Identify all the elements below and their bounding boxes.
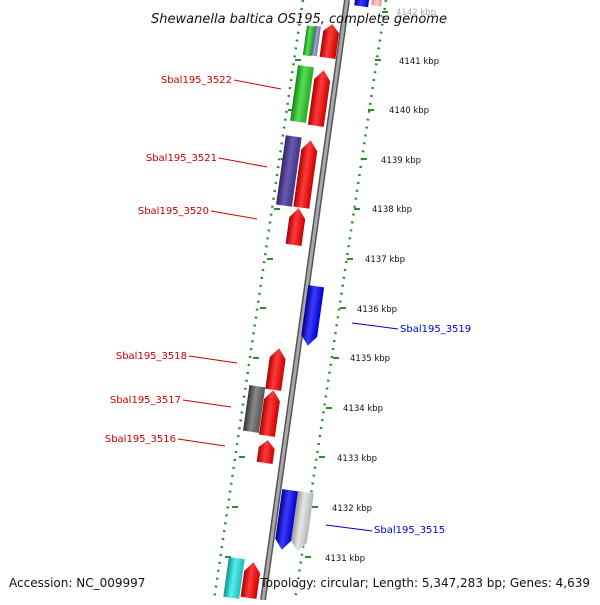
scale-label: 4132 kbp (332, 504, 372, 514)
gene-feature-sbal195-3518[interactable] (265, 347, 287, 391)
scale-label: 4140 kbp (389, 106, 429, 116)
scale-label: 4138 kbp (372, 205, 412, 215)
gene-label[interactable]: Sbal195_3520 (138, 206, 209, 217)
scale-label: 4139 kbp (381, 156, 421, 166)
accession-text: Accession: NC_009997 (9, 576, 145, 590)
gene-feature-sbal195-3517[interactable] (259, 389, 281, 437)
gene-feature[interactable] (354, 0, 370, 8)
scale-label: 4141 kbp (399, 57, 439, 67)
gene-feature-sbal195-3515[interactable] (274, 489, 299, 551)
gene-feature-sbal195-3520[interactable] (285, 207, 307, 246)
label-leader-lines (177, 79, 399, 532)
gene-feature[interactable] (240, 561, 262, 599)
scale-label: 4137 kbp (365, 255, 405, 265)
gene-label[interactable]: Sbal195_3522 (161, 75, 232, 86)
scale-label: 4133 kbp (337, 454, 377, 464)
gene-feature[interactable] (302, 25, 315, 57)
gene-labels: Sbal195_3522 Sbal195_3521 Sbal195_3520 S… (105, 75, 471, 536)
genome-backbone (261, 0, 349, 601)
gene-feature-sbal195-3516[interactable] (256, 439, 276, 465)
gene-feature[interactable] (293, 139, 318, 209)
gene-label[interactable]: Sbal195_3515 (374, 525, 445, 536)
genome-summary-text: Topology: circular; Length: 5,347,283 bp… (259, 576, 590, 590)
gene-label[interactable]: Sbal195_3521 (146, 153, 217, 164)
gene-feature[interactable] (290, 491, 314, 553)
gene-label[interactable]: Sbal195_3517 (110, 395, 181, 406)
gene-feature-sbal195-3522[interactable] (290, 65, 314, 123)
gene-feature-sbal195-3521[interactable] (276, 135, 302, 207)
gene-label[interactable]: Sbal195_3516 (105, 434, 176, 445)
scale-label: 4134 kbp (343, 404, 383, 414)
inner-tick-marks (225, 59, 301, 558)
scale-label: 4142 kbp (396, 8, 436, 18)
gene-feature[interactable] (243, 385, 266, 433)
scale-label: 4135 kbp (350, 354, 390, 364)
gene-feature[interactable] (307, 69, 332, 127)
gene-feature[interactable] (223, 557, 245, 599)
map-title: Shewanella baltica OS195, complete genom… (151, 12, 447, 27)
gene-label[interactable]: Sbal195_3519 (400, 324, 471, 335)
left-guide-line (212, 0, 305, 601)
scale-label: 4131 kbp (325, 554, 365, 564)
scale-label: 4136 kbp (357, 305, 397, 315)
gene-feature[interactable] (310, 25, 321, 57)
gene-feature[interactable] (319, 23, 341, 59)
gene-label[interactable]: Sbal195_3518 (116, 351, 187, 362)
gene-feature[interactable] (371, 0, 383, 7)
scale-tick-marks (305, 11, 388, 558)
scale-labels: 4142 kbp 4141 kbp 4140 kbp 4139 kbp 4138… (325, 8, 439, 564)
gene-feature-sbal195-3519[interactable] (300, 285, 325, 347)
